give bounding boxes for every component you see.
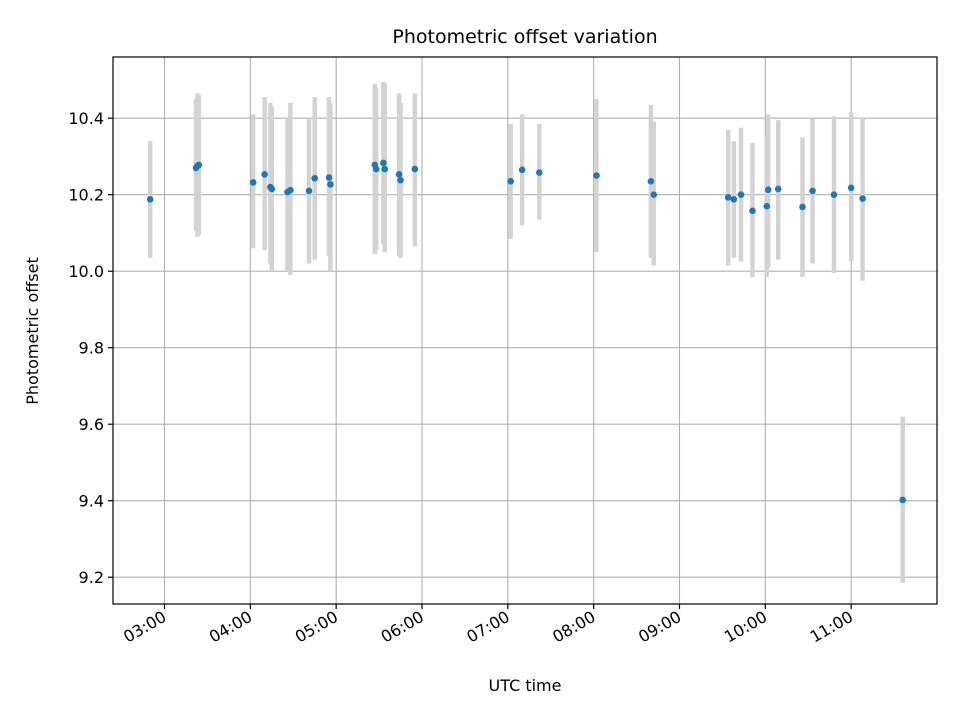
x-axis-label: UTC time (489, 676, 562, 695)
data-point (799, 203, 806, 211)
y-tick-label: 10.2 (68, 186, 104, 205)
data-point (518, 166, 526, 174)
y-tick-label: 10.0 (68, 262, 104, 281)
chart-title: Photometric offset variation (392, 26, 657, 48)
data-point (536, 169, 543, 176)
data-point (311, 174, 319, 182)
data-point (774, 185, 782, 193)
y-tick-label: 9.8 (79, 339, 104, 358)
data-point (737, 191, 745, 199)
data-point (381, 165, 389, 173)
y-tick-label: 9.4 (79, 492, 104, 511)
data-point (249, 179, 257, 186)
data-point (287, 186, 294, 194)
data-point (507, 178, 514, 185)
data-point (859, 195, 866, 202)
y-tick-label: 10.4 (68, 109, 104, 128)
data-point (327, 181, 334, 188)
y-axis-label: Photometric offset (23, 257, 42, 405)
y-tick-label: 9.6 (79, 415, 104, 434)
data-point (724, 194, 732, 201)
data-point (195, 161, 203, 169)
data-point (764, 186, 772, 194)
data-point (261, 171, 268, 178)
data-points (146, 159, 906, 504)
data-point (899, 496, 906, 504)
data-point (763, 202, 771, 210)
data-point (268, 185, 276, 193)
data-point (809, 187, 816, 195)
data-point (847, 184, 855, 192)
data-point (647, 178, 655, 185)
data-point (730, 195, 738, 203)
data-point (650, 191, 658, 199)
data-point (749, 207, 756, 215)
data-point (593, 172, 600, 179)
y-tick-label: 9.2 (79, 568, 104, 587)
grid (113, 57, 937, 604)
data-point (325, 174, 333, 181)
data-point (305, 187, 313, 195)
data-point (146, 195, 154, 203)
data-point (830, 191, 838, 199)
data-point (411, 165, 419, 173)
data-point (380, 159, 387, 167)
plot-frame (112, 56, 938, 605)
data-point (395, 171, 403, 178)
data-point (372, 165, 380, 173)
data-point (397, 176, 404, 184)
